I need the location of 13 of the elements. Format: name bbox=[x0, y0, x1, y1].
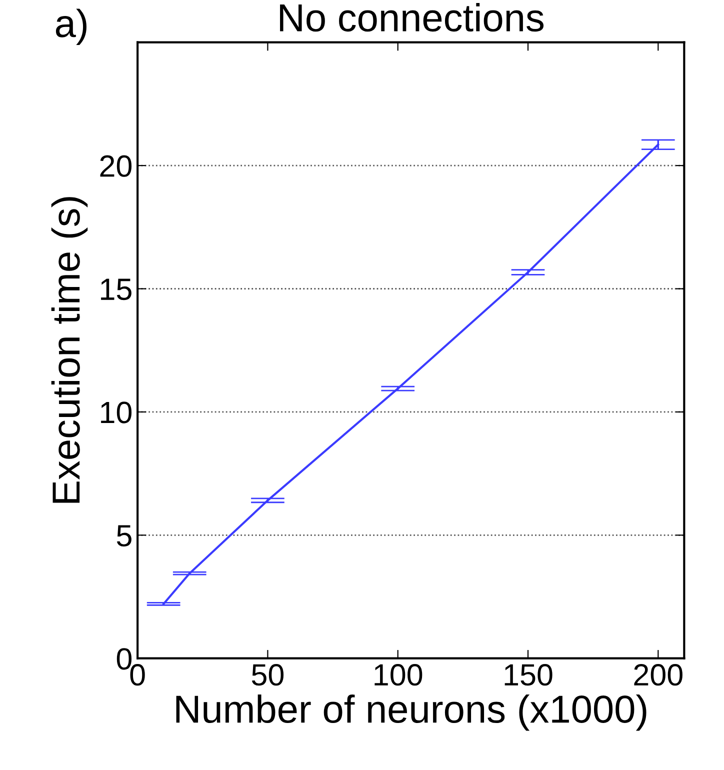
y-tick-label: 5 bbox=[116, 525, 132, 547]
x-tick-label: 150 bbox=[504, 664, 552, 686]
y-tick-label: 15 bbox=[101, 278, 132, 300]
x-axis-title: Number of neurons (x1000) bbox=[176, 694, 646, 731]
x-tick-label: 100 bbox=[374, 664, 422, 686]
y-axis-title: Execution time (s) bbox=[51, 197, 88, 503]
y-tick-label: 0 bbox=[116, 648, 132, 670]
text: a) bbox=[56, 8, 86, 46]
x-tick-label: 50 bbox=[252, 664, 284, 686]
chart-title: No connections bbox=[280, 3, 544, 32]
x-tick-label: 200 bbox=[634, 664, 682, 686]
y-tick-label: 10 bbox=[101, 402, 132, 424]
y-tick-label: 20 bbox=[100, 155, 132, 177]
